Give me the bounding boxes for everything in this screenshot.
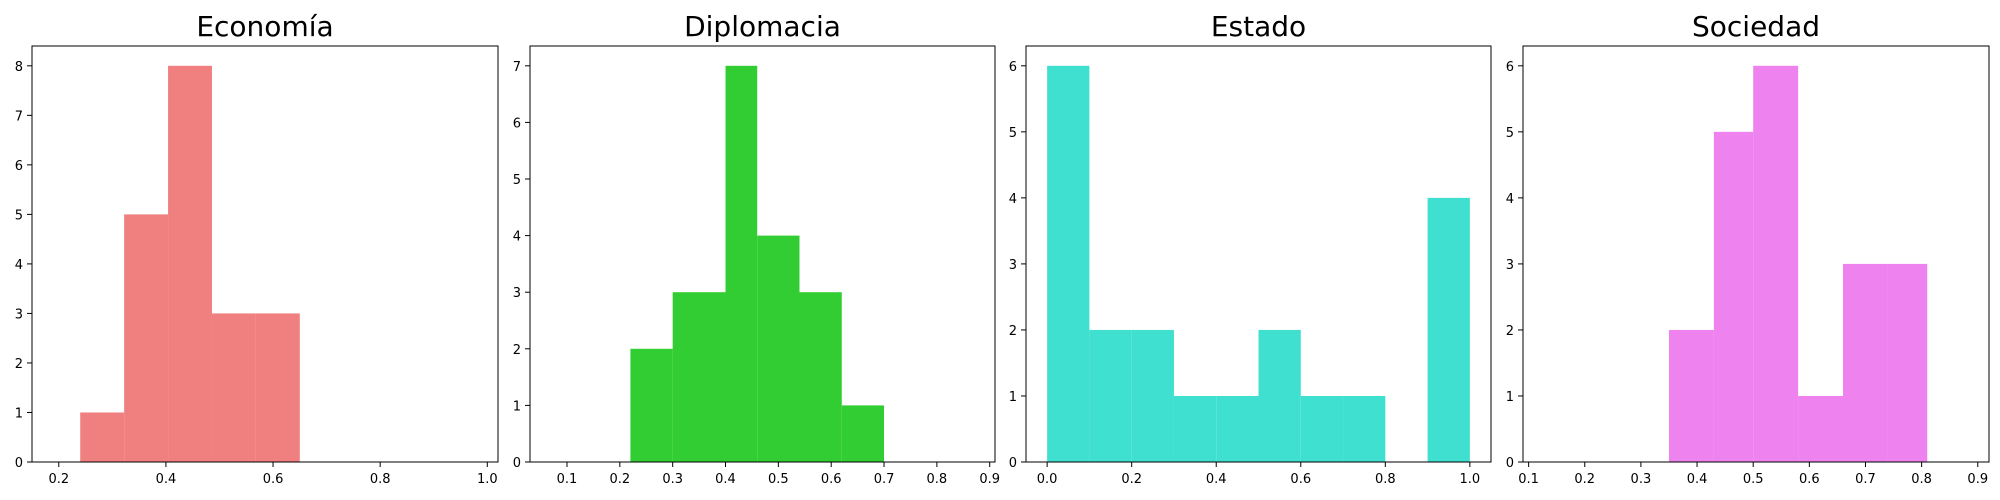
- panel-sociedad: Sociedad 0.1 0.2 0.3 0.4 0.5 0.6 0.7 0.8 0.9 0 1 2 3…: [1506, 10, 1990, 487]
- x-tick-label: 0.6: [263, 472, 284, 487]
- panel-diplomacia: Diplomacia 0.1 0.2 0.3 0.4 0.5 0.6 0.7 0.8 0.9 0 1…: [513, 10, 1000, 487]
- x-tick-label: 1.0: [1460, 472, 1481, 487]
- histogram-bar: [799, 292, 842, 462]
- y-tick-label: 2: [513, 343, 521, 358]
- histogram-bar: [841, 405, 885, 462]
- histogram-bar: [1343, 395, 1386, 462]
- histogram-bar: [725, 65, 758, 463]
- x-tick-label: 0.3: [1631, 472, 1652, 487]
- y-tick-label: 5: [513, 173, 521, 188]
- x-tick-label: 0.2: [609, 472, 630, 487]
- y-tick-label: 4: [15, 258, 23, 273]
- x-tick-label: 0.1: [1518, 472, 1539, 487]
- y-tick-label: 1: [15, 406, 23, 421]
- x-tick-label: 0.5: [1743, 472, 1764, 487]
- x-tick-label: 0.4: [1687, 472, 1708, 487]
- y-tick-label: 6: [15, 159, 23, 174]
- x-tick-label: 0.4: [156, 472, 177, 487]
- x-tick-label: 0.1: [557, 472, 578, 487]
- y-tick-label: 3: [513, 286, 521, 301]
- y-tick-label: 0: [1506, 456, 1514, 471]
- axes-frame: [1522, 45, 1990, 463]
- x-tick-label: 0.7: [1855, 472, 1876, 487]
- y-tick-label: 3: [1506, 258, 1514, 273]
- panel-title: Diplomacia: [684, 10, 841, 43]
- y-tick-label: 0: [15, 456, 23, 471]
- x-tick-label: 0.6: [1290, 472, 1311, 487]
- histogram-bar: [1798, 395, 1844, 462]
- histogram-bar: [757, 235, 800, 462]
- histogram-bar: [1753, 65, 1799, 463]
- x-tick-label: 0.0: [1037, 472, 1058, 487]
- histogram-bar: [211, 313, 256, 462]
- panel-title: Sociedad: [1692, 10, 1820, 43]
- y-tick-label: 3: [15, 307, 23, 322]
- x-tick-label: 0.2: [1574, 472, 1595, 487]
- y-tick-label: 0: [1009, 456, 1017, 471]
- y-tick-label: 5: [1009, 126, 1017, 141]
- axes-frame: [31, 45, 499, 463]
- axes-frame: [529, 45, 996, 463]
- panel-estado: Estado 0.0 0.2 0.4 0.6 0.8 1.0 0 1 2 3 4 5 6: [1009, 10, 1492, 487]
- y-tick-label: 8: [15, 60, 23, 75]
- y-tick-label: 2: [15, 357, 23, 372]
- y-tick-label: 4: [513, 230, 521, 245]
- histogram-bar: [1131, 329, 1174, 462]
- x-tick-label: 0.4: [715, 472, 736, 487]
- x-tick-label: 0.8: [1375, 472, 1396, 487]
- x-tick-label: 1.0: [477, 472, 498, 487]
- x-tick-label: 0.8: [370, 472, 391, 487]
- x-tick-label: 0.2: [1121, 472, 1142, 487]
- histogram-bar: [168, 65, 212, 463]
- histogram-bar: [1668, 329, 1714, 462]
- histogram-bar: [1300, 395, 1344, 462]
- y-tick-label: 5: [1506, 126, 1514, 141]
- axes-frame: [1025, 45, 1492, 463]
- y-tick-label: 4: [1009, 192, 1017, 207]
- panel-title: Economía: [196, 10, 333, 43]
- y-tick-label: 6: [1009, 60, 1017, 75]
- y-tick-label: 5: [15, 208, 23, 223]
- histogram-bar: [630, 348, 673, 462]
- histogram-bar: [255, 313, 300, 462]
- x-tick-label: 0.3: [662, 472, 683, 487]
- histogram-bar: [1173, 395, 1217, 462]
- histogram-bar: [1843, 263, 1888, 462]
- histogram-bar: [1713, 131, 1754, 463]
- x-tick-label: 0.8: [927, 472, 948, 487]
- x-tick-label: 0.8: [1911, 472, 1932, 487]
- panel-title: Estado: [1211, 10, 1306, 43]
- histogram-bar: [1427, 197, 1470, 462]
- histogram-bar: [1258, 329, 1301, 462]
- y-tick-label: 1: [1506, 390, 1514, 405]
- y-tick-label: 7: [15, 109, 23, 124]
- x-tick-label: 0.7: [874, 472, 895, 487]
- y-tick-label: 1: [513, 399, 521, 414]
- panel-economia: Economía 0.2 0.4 0.6 0.8 1.0 0 1 2 3 4 5 6 7 8: [15, 10, 499, 487]
- y-tick-label: 6: [1506, 60, 1514, 75]
- x-tick-label: 0.9: [979, 472, 1000, 487]
- histogram-bar: [1887, 263, 1928, 462]
- x-tick-label: 0.2: [48, 472, 69, 487]
- histogram-bar: [124, 214, 169, 462]
- y-tick-label: 4: [1506, 192, 1514, 207]
- histogram-bar: [1216, 395, 1259, 462]
- y-tick-label: 1: [1009, 390, 1017, 405]
- x-tick-label: 0.6: [821, 472, 842, 487]
- x-tick-label: 0.9: [1967, 472, 1988, 487]
- y-tick-label: 3: [1009, 258, 1017, 273]
- y-tick-label: 0: [513, 456, 521, 471]
- x-tick-label: 0.4: [1206, 472, 1227, 487]
- histogram-bar: [80, 412, 125, 462]
- x-tick-label: 0.6: [1799, 472, 1820, 487]
- histogram-bar: [1047, 65, 1090, 463]
- y-tick-label: 7: [513, 60, 521, 75]
- y-tick-label: 2: [1506, 324, 1514, 339]
- histogram-bar: [672, 292, 726, 462]
- y-tick-label: 2: [1009, 324, 1017, 339]
- histogram-bar: [1089, 329, 1132, 462]
- x-tick-label: 0.5: [768, 472, 789, 487]
- y-tick-label: 6: [513, 116, 521, 131]
